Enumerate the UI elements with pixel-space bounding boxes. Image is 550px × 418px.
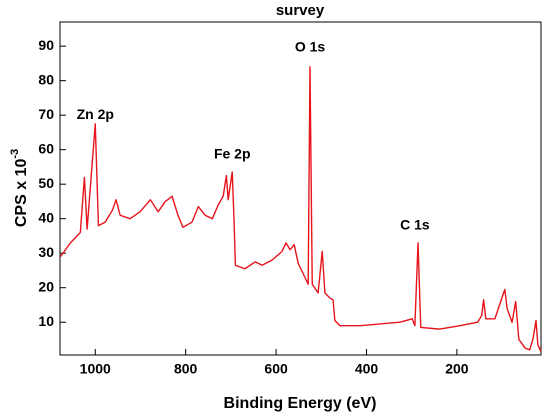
y-tick-label: 90 (38, 37, 54, 53)
x-axis-label: Binding Energy (eV) (224, 395, 377, 412)
plot-frame (59, 21, 542, 356)
y-tick-label: 80 (38, 71, 54, 87)
y-tick-label: 40 (38, 209, 54, 225)
x-tick-label: 1000 (80, 361, 111, 377)
peak-annotation: O 1s (295, 39, 326, 55)
y-tick-label: 30 (38, 244, 54, 260)
peak-annotation: Fe 2p (214, 146, 251, 162)
y-axis-label-exponent: -3 (9, 149, 21, 159)
peak-annotation: Zn 2p (77, 106, 114, 122)
x-tick-label: 600 (264, 361, 288, 377)
y-tick-label: 50 (38, 175, 54, 191)
chart-title: survey (276, 2, 325, 19)
y-tick-label: 70 (38, 106, 54, 122)
x-tick-label: 400 (355, 361, 379, 377)
x-tick-label: 800 (174, 361, 198, 377)
y-tick-label: 20 (38, 278, 54, 294)
y-tick-label: 60 (38, 140, 54, 156)
peak-annotation: C 1s (400, 216, 430, 232)
y-axis-label-text: CPS x 10 (13, 159, 30, 228)
y-tick-label: 10 (38, 313, 54, 329)
x-tick-label: 200 (445, 361, 469, 377)
y-axis-label: CPS x 10-3 (9, 149, 30, 227)
spectrum-line (59, 66, 542, 352)
